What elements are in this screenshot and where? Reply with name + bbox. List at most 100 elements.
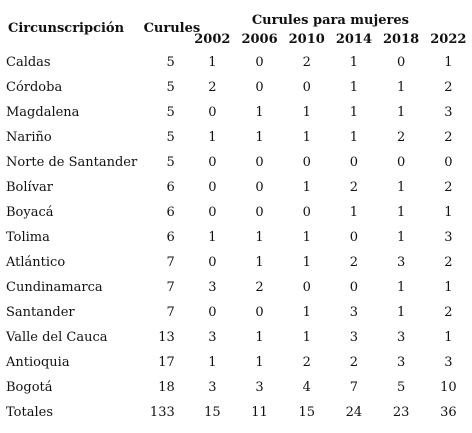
- women-seats-cell: 1: [378, 75, 425, 100]
- seats-cell: 7: [144, 275, 189, 300]
- women-seats-cell: 1: [378, 275, 425, 300]
- women-seats-cell: 0: [236, 300, 283, 325]
- women-seats-cell: 1: [283, 225, 330, 250]
- women-seats-cell: 1: [189, 50, 236, 75]
- women-seats-cell: 0: [378, 50, 425, 75]
- table-row: Santander 7 0 0 1 3 1 2: [0, 300, 472, 325]
- women-seats-table: Circunscripción Curules Curules para muj…: [0, 6, 472, 424]
- women-seats-cell: 0: [330, 225, 377, 250]
- seats-column-header: Curules: [144, 6, 189, 50]
- totals-seats-cell: 133: [144, 400, 189, 424]
- women-seats-cell: 0: [236, 150, 283, 175]
- table-row: Magdalena 5 0 1 1 1 1 3: [0, 100, 472, 125]
- women-seats-cell: 2: [425, 300, 472, 325]
- women-seats-cell: 0: [189, 250, 236, 275]
- district-name-cell: Bogotá: [0, 375, 144, 400]
- women-seats-cell: 0: [236, 50, 283, 75]
- women-seats-cell: 5: [378, 375, 425, 400]
- women-seats-cell: 1: [283, 300, 330, 325]
- women-seats-cell: 3: [425, 100, 472, 125]
- seats-cell: 5: [144, 75, 189, 100]
- women-seats-cell: 3: [378, 325, 425, 350]
- women-seats-cell: 0: [189, 100, 236, 125]
- header-row-top: Circunscripción Curules Curules para muj…: [0, 6, 472, 28]
- women-seats-cell: 2: [425, 125, 472, 150]
- women-seats-cell: 0: [283, 150, 330, 175]
- women-seats-cell: 1: [236, 100, 283, 125]
- women-seats-cell: 0: [283, 200, 330, 225]
- district-name-cell: Nariño: [0, 125, 144, 150]
- district-name-cell: Valle del Cauca: [0, 325, 144, 350]
- women-seats-cell: 2: [425, 250, 472, 275]
- year-column-header: 2018: [378, 28, 425, 50]
- women-seats-cell: 1: [330, 100, 377, 125]
- women-seats-cell: 3: [189, 325, 236, 350]
- women-seats-cell: 0: [236, 75, 283, 100]
- women-seats-cell: 3: [378, 350, 425, 375]
- totals-women-seats-cell: 24: [330, 400, 377, 424]
- totals-women-seats-cell: 23: [378, 400, 425, 424]
- district-name-cell: Atlántico: [0, 250, 144, 275]
- women-seats-cell: 1: [283, 100, 330, 125]
- year-column-header: 2006: [236, 28, 283, 50]
- table-header: Circunscripción Curules Curules para muj…: [0, 6, 472, 50]
- seats-cell: 5: [144, 125, 189, 150]
- women-seats-cell: 3: [425, 225, 472, 250]
- table-row: Antioquia 17 1 1 2 2 3 3: [0, 350, 472, 375]
- totals-women-seats-cell: 15: [189, 400, 236, 424]
- women-seats-cell: 2: [189, 75, 236, 100]
- table-body: Caldas 5 1 0 2 1 0 1 Córdoba 5 2 0 0 1 1 2 Magdalena 5 0 1 1…: [0, 50, 472, 424]
- district-name-cell: Bolívar: [0, 175, 144, 200]
- table-row: Atlántico 7 0 1 1 2 3 2: [0, 250, 472, 275]
- women-seats-cell: 0: [283, 275, 330, 300]
- women-seats-cell: 1: [378, 200, 425, 225]
- district-name-cell: Córdoba: [0, 75, 144, 100]
- women-seats-cell: 1: [330, 50, 377, 75]
- seats-cell: 5: [144, 100, 189, 125]
- women-seats-cell: 1: [236, 325, 283, 350]
- women-seats-cell: 1: [425, 275, 472, 300]
- table-row: Cundinamarca 7 3 2 0 0 1 1: [0, 275, 472, 300]
- table-row: Bogotá 18 3 3 4 7 5 10: [0, 375, 472, 400]
- year-column-header: 2022: [425, 28, 472, 50]
- women-seats-cell: 1: [425, 200, 472, 225]
- year-column-header: 2002: [189, 28, 236, 50]
- women-seats-cell: 1: [378, 225, 425, 250]
- seats-cell: 6: [144, 200, 189, 225]
- district-name-cell: Tolima: [0, 225, 144, 250]
- women-seats-cell: 0: [283, 75, 330, 100]
- women-seats-cell: 0: [236, 200, 283, 225]
- women-seats-cell: 1: [378, 175, 425, 200]
- women-seats-cell: 1: [378, 300, 425, 325]
- table-row: Caldas 5 1 0 2 1 0 1: [0, 50, 472, 75]
- women-seats-cell: 2: [236, 275, 283, 300]
- women-seats-cell: 1: [330, 125, 377, 150]
- district-column-header: Circunscripción: [0, 6, 144, 50]
- women-seats-cell: 3: [330, 300, 377, 325]
- women-seats-cell: 2: [378, 125, 425, 150]
- seats-cell: 5: [144, 50, 189, 75]
- women-seats-cell: 1: [330, 75, 377, 100]
- table-row: Tolima 6 1 1 1 0 1 3: [0, 225, 472, 250]
- women-seats-cell: 1: [425, 325, 472, 350]
- seats-cell: 6: [144, 175, 189, 200]
- women-seats-cell: 1: [236, 225, 283, 250]
- totals-women-seats-cell: 36: [425, 400, 472, 424]
- women-seats-cell: 1: [236, 250, 283, 275]
- women-seats-cell: 2: [283, 50, 330, 75]
- seats-cell: 6: [144, 225, 189, 250]
- women-seats-cell: 3: [189, 375, 236, 400]
- district-name-cell: Antioquia: [0, 350, 144, 375]
- women-seats-cell: 0: [189, 200, 236, 225]
- women-seats-cell: 1: [283, 125, 330, 150]
- district-name-cell: Boyacá: [0, 200, 144, 225]
- women-seats-cell: 1: [189, 125, 236, 150]
- table-row: Boyacá 6 0 0 0 1 1 1: [0, 200, 472, 225]
- women-seats-cell: 2: [330, 250, 377, 275]
- women-seats-cell: 1: [283, 250, 330, 275]
- year-column-header: 2014: [330, 28, 377, 50]
- table-row: Norte de Santander 5 0 0 0 0 0 0: [0, 150, 472, 175]
- totals-label-cell: Totales: [0, 400, 144, 424]
- seats-cell: 18: [144, 375, 189, 400]
